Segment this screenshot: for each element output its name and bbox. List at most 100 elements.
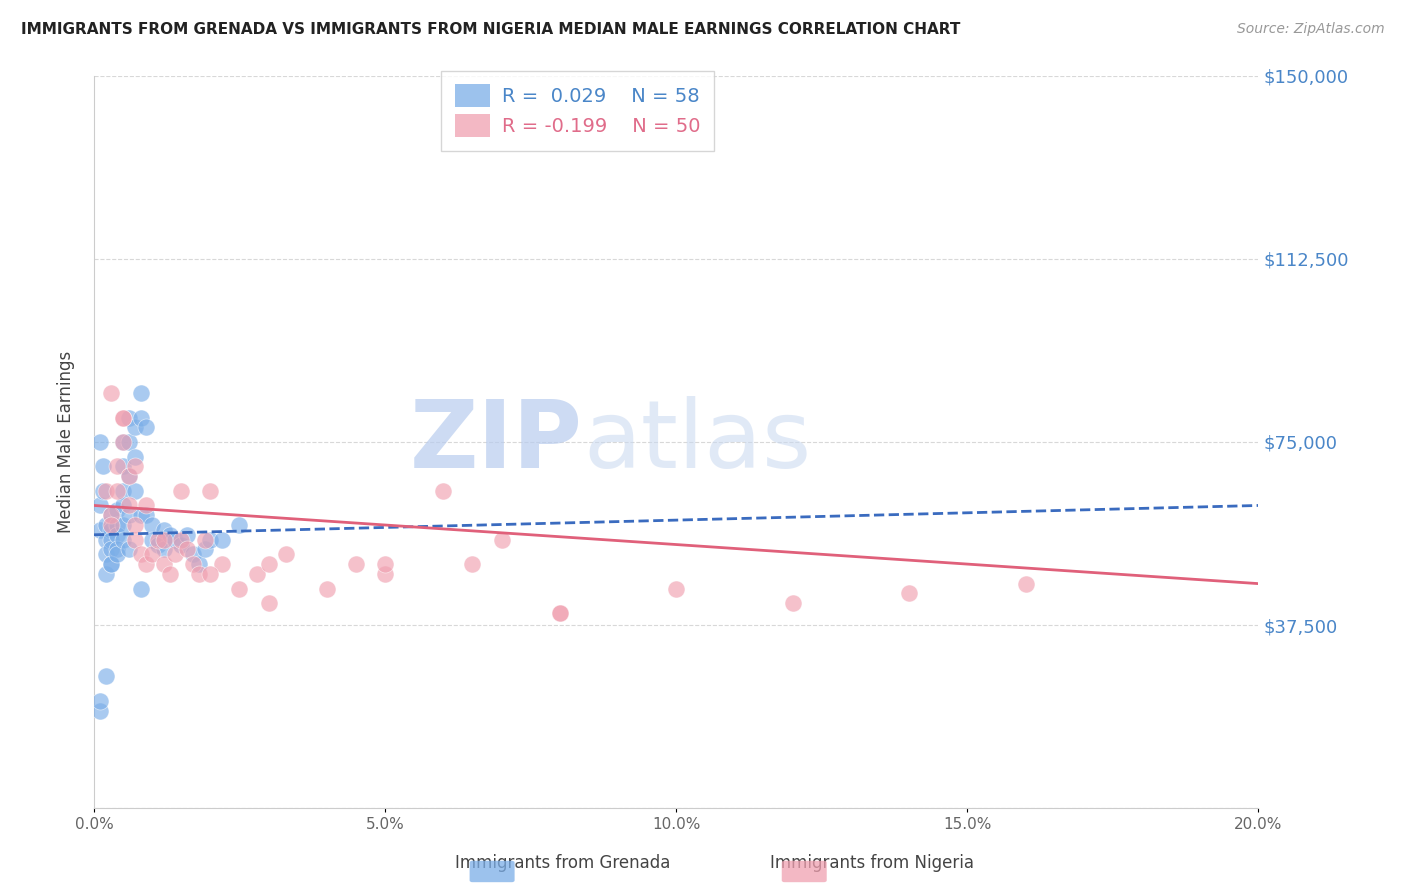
Point xyxy=(112,410,135,425)
Point xyxy=(141,518,163,533)
Point xyxy=(181,557,204,571)
Point xyxy=(461,557,484,571)
Point xyxy=(200,566,222,581)
Point xyxy=(228,518,250,533)
Point xyxy=(91,483,114,498)
Point xyxy=(257,557,280,571)
Point xyxy=(124,483,146,498)
Point xyxy=(135,499,157,513)
Point xyxy=(100,508,122,523)
Point xyxy=(170,483,193,498)
Point xyxy=(374,566,396,581)
Point xyxy=(782,596,804,610)
Point xyxy=(153,533,176,547)
Point xyxy=(124,533,146,547)
Point xyxy=(153,523,176,537)
Point xyxy=(105,503,128,517)
Point xyxy=(112,499,135,513)
Point xyxy=(135,420,157,434)
Point xyxy=(170,533,193,547)
Point xyxy=(100,542,122,557)
Point xyxy=(187,557,209,571)
Legend: R =  0.029    N = 58, R = -0.199    N = 50: R = 0.029 N = 58, R = -0.199 N = 50 xyxy=(441,70,714,151)
Point xyxy=(141,533,163,547)
Point xyxy=(89,694,111,708)
Point xyxy=(181,547,204,561)
Point xyxy=(89,704,111,718)
Point xyxy=(112,410,135,425)
Point xyxy=(246,566,269,581)
Point xyxy=(100,508,122,523)
Point xyxy=(129,508,152,523)
Point xyxy=(193,533,215,547)
Point xyxy=(105,542,128,557)
Point xyxy=(124,459,146,474)
Point xyxy=(112,434,135,449)
Point xyxy=(129,547,152,561)
Point xyxy=(112,434,135,449)
Point xyxy=(898,586,921,600)
Point xyxy=(159,528,181,542)
Point xyxy=(176,528,198,542)
Text: atlas: atlas xyxy=(583,396,811,488)
Point xyxy=(94,533,117,547)
Point xyxy=(257,596,280,610)
Y-axis label: Median Male Earnings: Median Male Earnings xyxy=(58,351,75,533)
Point xyxy=(200,533,222,547)
Point xyxy=(491,533,513,547)
Point xyxy=(94,547,117,561)
Point xyxy=(200,483,222,498)
Point xyxy=(89,434,111,449)
Point xyxy=(211,557,233,571)
Point xyxy=(124,420,146,434)
Point xyxy=(94,669,117,683)
Point xyxy=(94,483,117,498)
Point xyxy=(100,557,122,571)
Point xyxy=(548,606,571,620)
Point xyxy=(129,386,152,401)
Point xyxy=(665,582,688,596)
Point xyxy=(112,518,135,533)
Text: Source: ZipAtlas.com: Source: ZipAtlas.com xyxy=(1237,22,1385,37)
Point xyxy=(129,410,152,425)
Point xyxy=(105,528,128,542)
Point xyxy=(315,582,337,596)
Point xyxy=(91,459,114,474)
Point xyxy=(187,566,209,581)
Point xyxy=(89,499,111,513)
Point xyxy=(112,533,135,547)
Point xyxy=(124,518,146,533)
Point xyxy=(118,508,141,523)
Point xyxy=(100,533,122,547)
Point xyxy=(118,410,141,425)
Point xyxy=(118,542,141,557)
Point xyxy=(118,469,141,483)
Point xyxy=(118,499,141,513)
Point xyxy=(105,459,128,474)
Point xyxy=(548,606,571,620)
Point xyxy=(105,483,128,498)
Point xyxy=(374,557,396,571)
Point xyxy=(159,566,181,581)
Point xyxy=(165,533,187,547)
Point xyxy=(193,542,215,557)
Text: IMMIGRANTS FROM GRENADA VS IMMIGRANTS FROM NIGERIA MEDIAN MALE EARNINGS CORRELAT: IMMIGRANTS FROM GRENADA VS IMMIGRANTS FR… xyxy=(21,22,960,37)
Point xyxy=(274,547,297,561)
Point xyxy=(100,518,122,533)
Point xyxy=(129,582,152,596)
Point xyxy=(112,459,135,474)
Point xyxy=(100,386,122,401)
Point xyxy=(176,542,198,557)
Point xyxy=(124,450,146,464)
Point xyxy=(146,533,169,547)
Point xyxy=(228,582,250,596)
Point xyxy=(153,542,176,557)
Point xyxy=(344,557,367,571)
Point xyxy=(141,547,163,561)
Point xyxy=(153,557,176,571)
Point xyxy=(94,518,117,533)
Point xyxy=(165,547,187,561)
Point xyxy=(94,566,117,581)
Text: ZIP: ZIP xyxy=(411,396,583,488)
Text: Immigrants from Nigeria: Immigrants from Nigeria xyxy=(769,855,974,872)
